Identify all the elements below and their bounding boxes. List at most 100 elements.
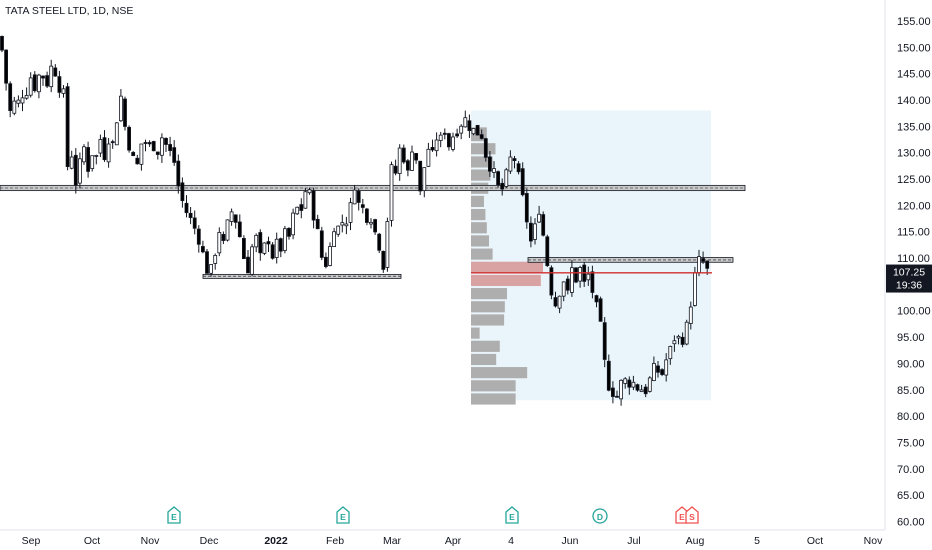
price-tick-label: 130.00 [897, 148, 931, 160]
candle-body [479, 134, 484, 139]
chart-title: TATA STEEL LTD, 1D, NSE [5, 5, 134, 17]
candle-body [471, 128, 476, 135]
candle-body [287, 227, 291, 237]
volume-profile-bar [471, 261, 543, 273]
candle-body [20, 97, 25, 104]
volume-profile-bar [471, 209, 486, 221]
candle-body [504, 169, 509, 187]
event-letter: E [171, 512, 177, 522]
earnings-marker[interactable] [505, 506, 519, 524]
time-tick-label: 2022 [264, 535, 288, 547]
volume-profile-background [471, 110, 711, 401]
candle-body [590, 271, 595, 293]
candle-body [237, 221, 242, 238]
candle-body [4, 49, 8, 84]
volume-profile-bar [471, 314, 505, 326]
candle-body [508, 156, 513, 172]
volume-profile-bar [471, 393, 516, 405]
candle-body [168, 144, 173, 151]
time-axis[interactable]: Sep Oct Nov Dec 2022 Feb Mar Apr 4 Jun Jul Aug 5 Oct N… [22, 535, 883, 547]
candle-body [414, 152, 419, 161]
candle-body [139, 143, 144, 165]
price-tick-label: 65.00 [897, 490, 925, 502]
candle-body [660, 369, 664, 375]
candle-body [500, 182, 505, 190]
candle-body [270, 244, 275, 259]
price-tick-label: 85.00 [897, 385, 925, 397]
dividend-marker[interactable] [592, 508, 608, 524]
candle-body [647, 377, 652, 392]
volume-profile-bar [471, 156, 493, 168]
candle-body [664, 359, 669, 376]
candle-body [574, 267, 578, 283]
candle-body [90, 155, 95, 169]
candle-body [319, 230, 324, 258]
candle-body [135, 157, 140, 165]
volume-profile-bar [471, 169, 491, 181]
candle-body [656, 365, 660, 373]
candle-body [442, 132, 447, 135]
candle-body [323, 256, 328, 267]
candle-body [176, 160, 181, 187]
price-tick-label: 60.00 [897, 516, 925, 528]
candle-body [110, 141, 115, 144]
candle-body [73, 154, 78, 186]
candle-body [262, 242, 267, 254]
candle-body [422, 167, 427, 192]
candle-body [155, 151, 160, 155]
earnings-marker[interactable] [336, 506, 350, 524]
volume-profile-bar [471, 248, 493, 260]
candle-body [127, 126, 131, 151]
event-letter: E [679, 512, 685, 522]
time-tick-label: Feb [326, 535, 344, 547]
time-tick-label: Apr [445, 535, 462, 547]
candle-body [266, 241, 271, 245]
candle-body [37, 74, 41, 93]
candle-body [639, 389, 644, 393]
candle-body [98, 139, 103, 154]
candle-body [258, 232, 263, 254]
candle-body [172, 147, 177, 163]
candle-body [86, 147, 90, 172]
candle-body [307, 189, 312, 194]
candle-body [541, 214, 546, 236]
candle-body [82, 146, 86, 163]
candle-body [381, 250, 386, 270]
candle-body [693, 272, 697, 306]
sr-zone[interactable] [202, 273, 402, 279]
candle-body [438, 134, 443, 141]
candle-body [229, 211, 234, 222]
candle-body [311, 190, 316, 221]
candle-body [475, 124, 480, 136]
price-tick-label: 95.00 [897, 332, 925, 344]
split-marker[interactable] [685, 506, 699, 524]
candle-body [672, 340, 677, 345]
candle-body [705, 260, 710, 269]
candle-body [377, 233, 382, 251]
candle-body [57, 76, 62, 93]
candle-body [164, 137, 168, 145]
earnings-marker[interactable] [167, 506, 181, 524]
candle-body [557, 295, 562, 309]
candle-body [668, 346, 673, 360]
candle-body [274, 238, 279, 258]
candle-body [250, 246, 255, 275]
time-tick-label: Sep [22, 535, 41, 547]
candle-body [459, 125, 464, 134]
price-tick-label: 135.00 [897, 121, 931, 133]
candle-body [426, 148, 431, 167]
volume-profile-bar [471, 301, 505, 313]
time-tick-label: 4 [508, 535, 514, 547]
price-axis[interactable]: 155.00 150.00 145.00 140.00 135.00 130.00 125.… [897, 16, 931, 528]
price-tick-label: 80.00 [897, 411, 925, 423]
last-price-badge [886, 264, 932, 293]
candle-body [151, 141, 156, 152]
candle-body [680, 336, 685, 345]
volume-profile-bar [471, 222, 487, 234]
candle-body [385, 221, 390, 268]
candle-body [49, 65, 54, 88]
candle-body [463, 117, 468, 128]
price-tick-label: 150.00 [897, 42, 931, 54]
